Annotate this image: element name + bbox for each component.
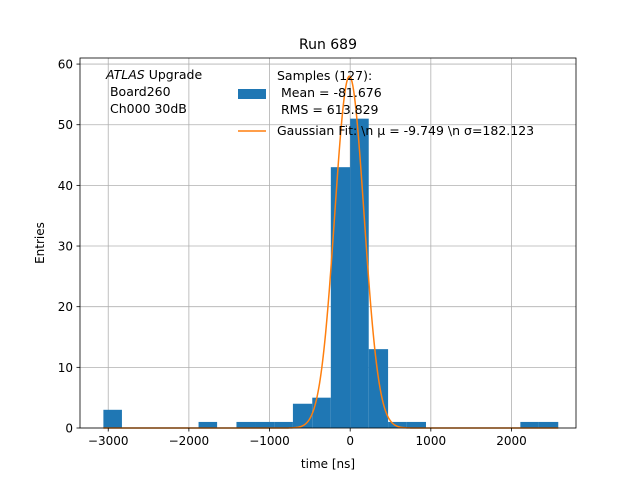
histogram-bar xyxy=(330,167,351,428)
x-tick-label: −1000 xyxy=(249,434,290,448)
histogram-bar xyxy=(255,421,275,428)
y-tick-label: 30 xyxy=(58,240,73,254)
histogram-bar xyxy=(538,421,559,428)
histogram-bars xyxy=(103,118,559,429)
annotation-line-1: ATLAS Upgrade xyxy=(105,67,202,82)
histogram-bar xyxy=(312,397,331,428)
y-tick-label: 50 xyxy=(58,118,73,132)
y-axis-label: Entries xyxy=(33,222,47,264)
annotation-atlas: ATLAS xyxy=(105,67,145,82)
x-tick-label: −2000 xyxy=(169,434,210,448)
histogram-bar xyxy=(103,409,122,428)
histogram-bar xyxy=(388,421,407,428)
x-axis-label: time [ns] xyxy=(301,457,355,471)
histogram-bar xyxy=(292,403,313,428)
histogram-bar xyxy=(236,421,256,428)
x-tick-label: −3000 xyxy=(88,434,129,448)
x-tick-label: 2000 xyxy=(496,434,527,448)
legend-hist-line-3: RMS = 613.829 xyxy=(277,102,379,117)
histogram-bar xyxy=(406,421,426,428)
y-tick-label: 10 xyxy=(58,361,73,375)
histogram-bar xyxy=(198,421,218,428)
annotation-upgrade: Upgrade xyxy=(145,67,203,82)
legend: Samples (127): Mean = -81.676 RMS = 613.… xyxy=(238,68,534,138)
legend-hist-line-1: Samples (127): xyxy=(277,68,372,83)
y-tick-label: 40 xyxy=(58,179,73,193)
annotation-line-3: Ch000 30dB xyxy=(106,101,187,116)
histogram-bar xyxy=(274,421,293,428)
plot-frame xyxy=(79,57,577,429)
histogram-bar xyxy=(368,349,389,428)
legend-hist-line-2: Mean = -81.676 xyxy=(277,85,382,100)
histogram-bar xyxy=(350,118,369,429)
legend-fit-label: Gaussian Fit: \n μ = -9.749 \n σ=182.123 xyxy=(277,123,534,138)
x-axis-ticks: −3000 −2000 −1000 0 1000 2000 xyxy=(88,428,527,448)
atlas-annotation: ATLAS Upgrade Board260 Ch000 30dB xyxy=(105,67,202,116)
grid xyxy=(80,58,576,429)
y-tick-label: 60 xyxy=(58,58,73,72)
y-axis-ticks: 0 10 20 30 40 50 60 xyxy=(58,58,80,436)
legend-hist-swatch xyxy=(238,89,266,99)
x-tick-label: 1000 xyxy=(416,434,447,448)
x-tick-label: 0 xyxy=(346,434,354,448)
chart-title: Run 689 xyxy=(299,37,357,53)
y-tick-label: 20 xyxy=(58,300,73,314)
histogram-bar xyxy=(520,421,539,428)
annotation-line-2: Board260 xyxy=(106,84,171,99)
y-tick-label: 0 xyxy=(65,422,73,436)
